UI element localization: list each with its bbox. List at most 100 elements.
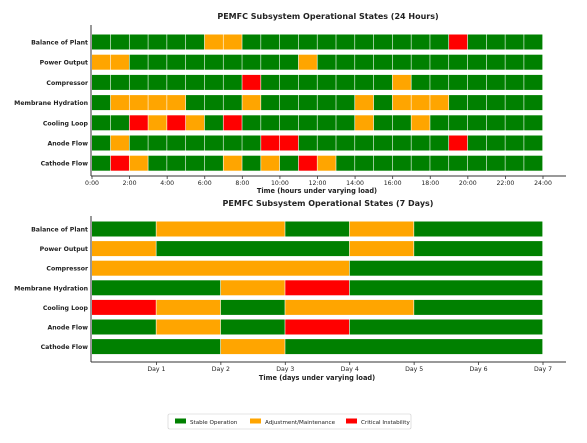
state-segment-stable [467, 34, 487, 50]
state-segment-stable [411, 34, 430, 50]
state-segment-critical [449, 135, 468, 151]
state-segment-stable [411, 54, 430, 70]
state-segment-stable [242, 135, 261, 151]
state-segment-stable [430, 135, 449, 151]
state-segment-stable [92, 135, 111, 151]
state-segment-stable [414, 299, 543, 315]
x-axis-label: Time (days under varying load) [259, 374, 375, 382]
state-segment-stable [392, 155, 411, 171]
state-segment-stable [279, 74, 299, 90]
state-segment-stable [279, 34, 299, 50]
state-segment-stable [261, 74, 280, 90]
y-tick-label: Cooling Loop [43, 305, 89, 312]
state-segment-stable [129, 74, 148, 90]
state-segment-adjust [148, 115, 167, 131]
state-segment-adjust [110, 54, 129, 70]
x-tick-label: Day 4 [341, 366, 359, 373]
state-segment-stable [430, 74, 449, 90]
legend: Stable Operation Adjustment/Maintenance Cr… [167, 413, 412, 430]
state-segment-stable [336, 95, 355, 111]
x-tick-label: 12:00 [309, 180, 327, 187]
y-tick-label: Anode Flow [47, 141, 88, 148]
legend-label: Stable Operation [190, 420, 238, 426]
state-segment-stable [355, 34, 374, 50]
state-segment-stable [449, 74, 468, 90]
state-segment-stable [486, 95, 505, 111]
state-segment-stable [92, 339, 221, 355]
state-segment-adjust [156, 299, 221, 315]
state-segment-stable [167, 155, 186, 171]
state-segment-stable [411, 74, 430, 90]
y-tick-label: Balance of Plant [31, 227, 88, 234]
state-segment-stable [392, 115, 411, 131]
state-segment-stable [185, 34, 205, 50]
x-tick-label: 14:00 [346, 180, 364, 187]
state-segment-stable [317, 54, 336, 70]
state-segment-stable [505, 155, 524, 171]
state-segment-adjust [92, 241, 156, 257]
legend-label: Critical Instability [361, 420, 410, 426]
state-segment-stable [373, 74, 393, 90]
state-segment-stable [430, 155, 449, 171]
state-segment-adjust [185, 115, 205, 131]
legend-box [167, 413, 412, 430]
chart-title: PEMFC Subsystem Operational States (7 Da… [223, 199, 434, 208]
state-segment-stable [220, 319, 285, 335]
state-segment-stable [298, 74, 317, 90]
legend-label: Adjustment/Maintenance [265, 420, 336, 426]
state-segment-adjust [204, 34, 223, 50]
x-tick-label: 4:00 [160, 180, 174, 187]
state-segment-stable [261, 115, 280, 131]
state-segment-stable [242, 54, 261, 70]
state-segment-stable [110, 34, 129, 50]
y-tick-label: Cathode Flow [41, 161, 89, 168]
state-segment-adjust [261, 155, 280, 171]
state-segment-stable [467, 54, 487, 70]
y-tick-label: Membrane Hydration [14, 100, 88, 107]
x-tick-label: 10:00 [271, 180, 289, 187]
state-segment-adjust [110, 135, 129, 151]
x-tick-label: Day 5 [405, 366, 423, 373]
state-segment-adjust [167, 95, 186, 111]
state-segment-stable [285, 221, 350, 237]
x-tick-label: 22:00 [496, 180, 514, 187]
y-tick-label: Compressor [46, 80, 89, 87]
state-segment-stable [505, 34, 524, 50]
legend-swatch-adjust [250, 418, 261, 424]
state-segment-critical [285, 280, 350, 296]
state-segment-stable [505, 135, 524, 151]
state-segment-stable [223, 135, 242, 151]
state-segment-stable [505, 54, 524, 70]
y-tick-label: Cathode Flow [41, 344, 89, 351]
state-segment-stable [92, 95, 111, 111]
state-segment-stable [414, 221, 543, 237]
state-segment-stable [486, 115, 505, 131]
state-segment-stable [242, 155, 261, 171]
state-segment-stable [148, 74, 167, 90]
state-segment-adjust [220, 339, 285, 355]
state-segment-stable [373, 155, 393, 171]
state-segment-stable [430, 115, 449, 131]
state-segment-adjust [223, 34, 242, 50]
state-segment-stable [148, 34, 167, 50]
state-segment-stable [449, 115, 468, 131]
state-segment-stable [505, 74, 524, 90]
state-segment-adjust [156, 221, 285, 237]
state-segment-stable [392, 54, 411, 70]
state-segment-adjust [242, 95, 261, 111]
state-segment-stable [92, 280, 221, 296]
x-tick-label: Day 6 [470, 366, 488, 373]
state-segment-stable [411, 155, 430, 171]
state-segment-stable [167, 54, 186, 70]
state-segment-stable [355, 74, 374, 90]
y-tick-label: Power Output [40, 60, 88, 67]
state-segment-stable [148, 54, 167, 70]
state-segment-stable [524, 155, 543, 171]
state-segment-critical [261, 135, 280, 151]
state-segment-stable [411, 135, 430, 151]
state-segment-stable [505, 95, 524, 111]
state-segment-stable [524, 95, 543, 111]
state-segment-stable [279, 115, 299, 131]
state-segment-stable [317, 95, 336, 111]
legend-swatch-critical [346, 418, 357, 424]
